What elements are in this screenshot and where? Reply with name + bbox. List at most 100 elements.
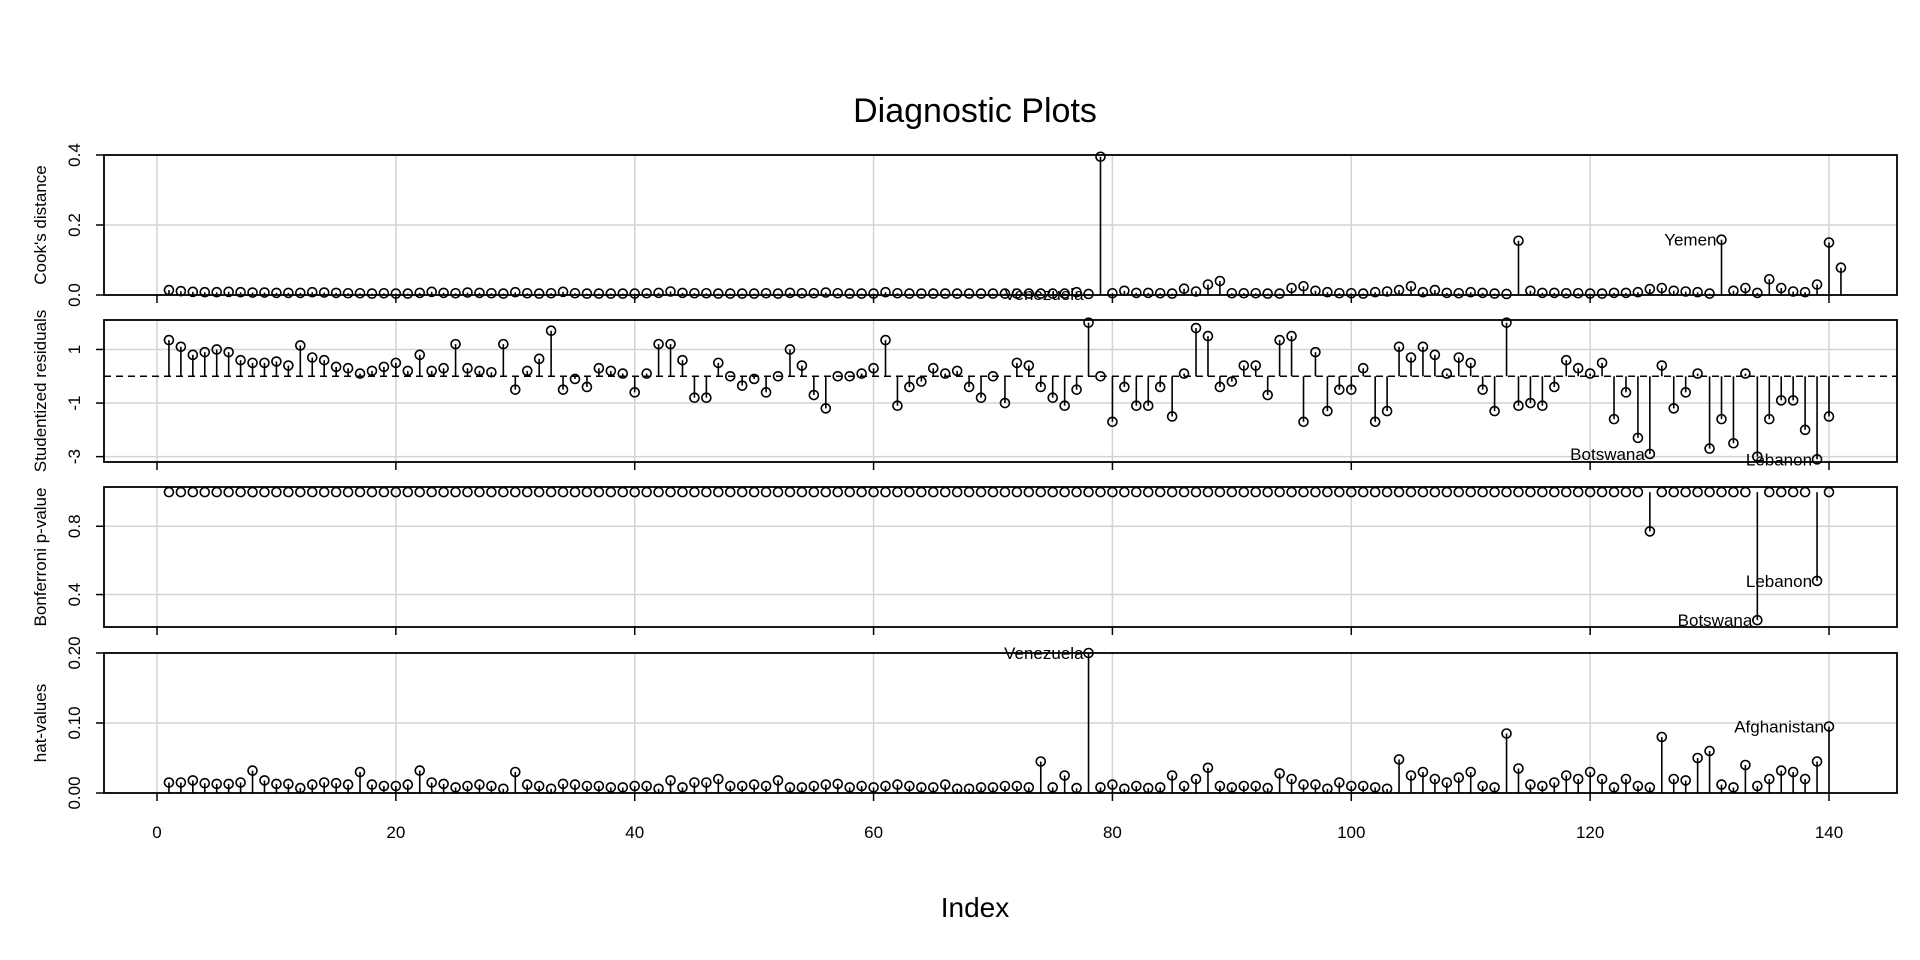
data-point [665,286,676,297]
data-point [748,779,760,790]
x-tick-label: 40 [625,823,644,842]
data-point [175,341,187,353]
data-point [486,287,497,299]
data-point [1787,395,1799,406]
data-point [1537,400,1548,412]
data-point [999,486,1011,498]
data-point [1513,400,1524,412]
data-point [951,365,963,377]
data-point [259,486,270,498]
data-point [509,486,521,498]
data-point [593,486,605,498]
data-point [557,286,569,298]
data-point [223,486,234,498]
data-point [1286,282,1297,294]
data-point [569,287,581,299]
data-point [832,778,844,790]
data-point [295,340,306,351]
data-point [1537,780,1548,792]
data-point [498,338,509,350]
data-point [748,288,760,299]
data-point [378,287,390,299]
x-tick-label: 60 [864,823,883,842]
y-tick-label: 0.8 [65,514,84,538]
data-point [856,486,867,498]
point-label: Yemen [1664,231,1716,250]
data-point [1680,486,1691,498]
data-point [390,780,402,792]
data-point [1357,780,1369,792]
data-point [1763,773,1775,785]
data-point [629,387,641,398]
data-point [1071,384,1082,395]
data-point [1668,486,1680,498]
data-point [880,286,891,298]
data-point [402,779,414,790]
data-point [1560,770,1572,781]
data-point [1298,486,1309,498]
data-point [808,389,820,401]
data-point [1728,437,1739,449]
data-point [1608,486,1620,498]
data-point [1572,486,1584,498]
data-point [521,365,533,377]
data-point [653,338,664,350]
data-point [927,288,939,299]
data-point [1107,779,1118,790]
data-point [581,288,593,299]
data-point [724,370,736,382]
data-point [713,357,724,369]
data-point [1752,287,1763,299]
data-point [175,486,187,498]
data-point [330,287,342,299]
data-point [1811,756,1823,767]
data-point [904,486,915,498]
data-point [1680,286,1691,297]
data-point [1775,395,1787,406]
data-point [1477,287,1488,299]
data-point [629,780,641,792]
data-point [1656,360,1668,371]
data-point [1441,777,1453,788]
data-point [486,780,497,792]
data-point [581,381,593,393]
data-point [1190,773,1202,785]
data-point [1059,770,1070,781]
data-point [665,338,676,350]
data-point [736,380,748,391]
data-point [677,354,688,366]
data-point [1513,763,1524,774]
data-point [665,775,676,786]
data-point [1596,357,1608,369]
data-point [1250,360,1262,371]
data-point [1166,288,1178,299]
data-point [1501,728,1512,739]
data-point [1357,486,1369,498]
data-point [462,287,473,298]
data-point [1035,288,1047,299]
data-point [521,486,533,498]
data-point [187,286,199,298]
data-point [605,288,617,299]
data-point [1656,731,1668,743]
data-point [904,381,915,393]
data-point [701,392,712,403]
data-point [1823,721,1835,732]
y-tick-label: 0.4 [65,143,84,167]
data-point [1417,486,1429,498]
data-point [916,486,927,498]
data-point [1596,773,1608,785]
data-point [677,486,688,498]
data-point [1501,486,1512,498]
data-point [1429,773,1441,785]
data-point [1453,772,1465,783]
data-point [199,346,211,358]
data-point [760,287,772,299]
data-point [1023,782,1035,793]
data-point [1716,779,1727,790]
data-point [916,782,927,793]
data-point [1381,405,1393,417]
data-point [1035,486,1047,498]
data-point [498,288,509,299]
data-point [927,782,939,793]
